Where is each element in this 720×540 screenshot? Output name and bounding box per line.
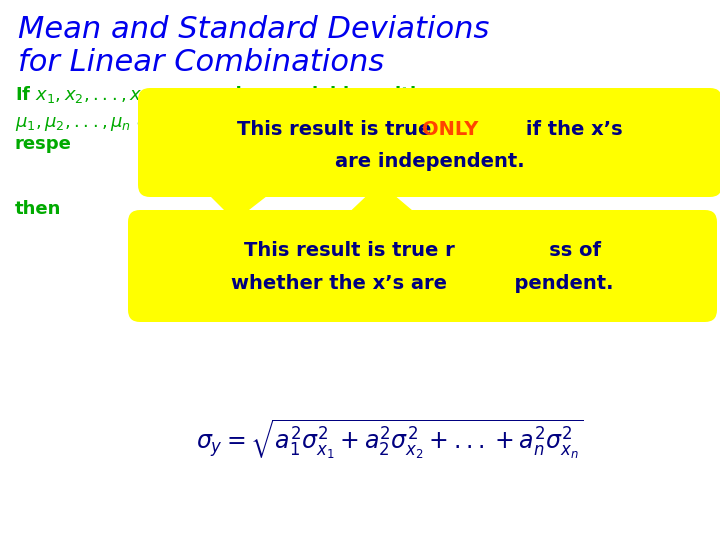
Text: ONLY: ONLY [422,120,478,139]
Text: whether the x’s are          pendent.: whether the x’s are pendent. [231,274,613,293]
Text: $\mu_1, \mu_2, ..., \mu_n$ and variances $\sigma_1^2, \sigma_2^2, ..., \sigma_n^: $\mu_1, \mu_2, ..., \mu_n$ and variances… [15,110,409,135]
Text: This result is true              if the x’s: This result is true if the x’s [237,120,623,139]
FancyBboxPatch shape [138,88,720,197]
Text: Mean and Standard Deviations: Mean and Standard Deviations [18,15,490,44]
Text: $\sigma_y = \sqrt{a_1^2\sigma_{x_1}^2 + a_2^2\sigma_{x_2}^2 + ... + a_n^2\sigma_: $\sigma_y = \sqrt{a_1^2\sigma_{x_1}^2 + … [196,418,584,462]
Text: are independent.: are independent. [336,152,525,171]
Text: respe: respe [15,135,72,153]
Text: If $x_1, x_2, ..., x_n$ are random variables with means: If $x_1, x_2, ..., x_n$ are random varia… [15,84,496,105]
Text: for Linear Combinations: for Linear Combinations [18,48,384,77]
FancyBboxPatch shape [128,210,717,322]
Text: then: then [15,200,61,218]
Text: This result is true r              ss of: This result is true r ss of [244,241,601,260]
Polygon shape [340,184,425,222]
Polygon shape [200,185,280,220]
